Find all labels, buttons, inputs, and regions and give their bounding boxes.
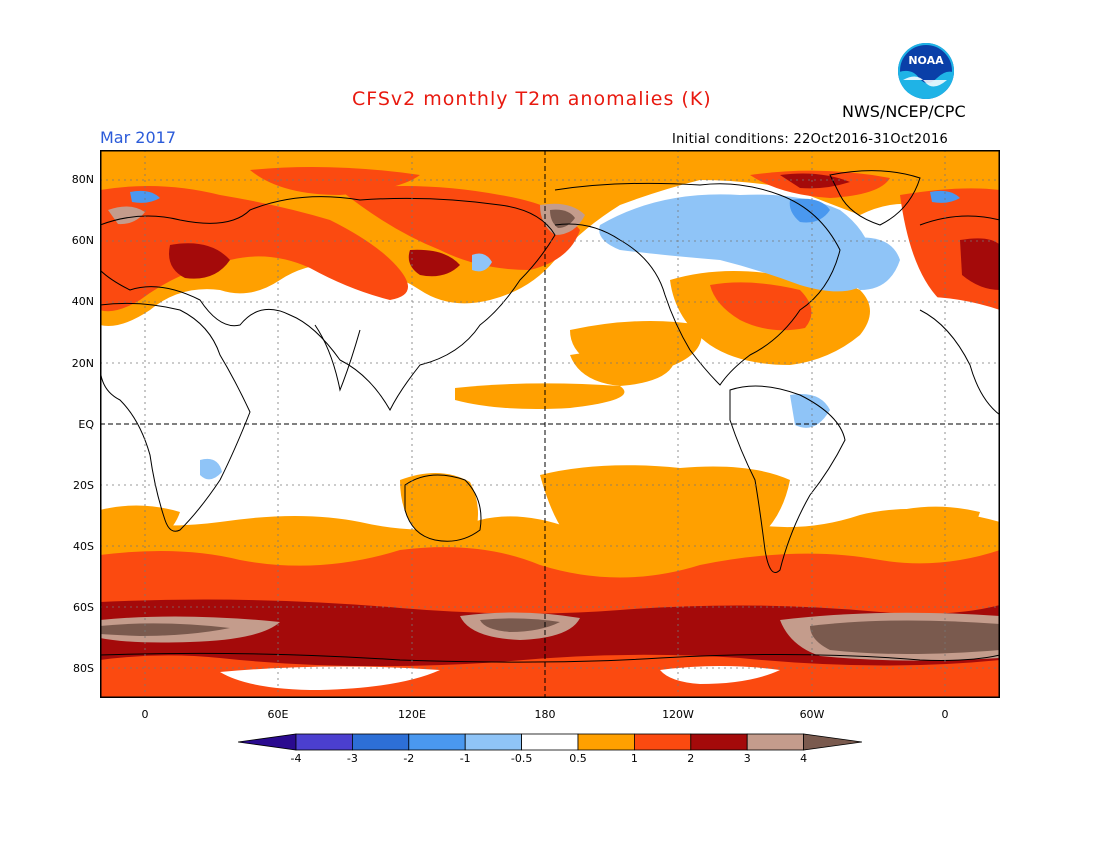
colorbar-tick-label: -2 [403,752,415,765]
coastlines [100,170,1000,663]
colorbar-tick-label: 4 [800,752,808,765]
anomaly-region-white-antarctic [220,666,440,690]
colorbar-swatch [295,733,353,751]
anomaly-region-orange-eqpac [455,383,625,409]
latitude-label: 60S [73,601,94,614]
anomaly-region-red-arctic [250,166,420,195]
anomaly-region-red-siberia [340,186,580,270]
colorbar-tick-label: 3 [743,752,751,765]
colorbar-tick-label: 0.5 [569,752,587,765]
map-frame [100,150,1000,698]
colorbar-tick-label: -3 [346,752,358,765]
forecast-month: Mar 2017 [100,128,176,147]
anomaly-region-orange-satl [880,506,980,550]
reference-lines [100,150,1000,698]
graticule [100,150,1000,698]
anomaly-region-lightblue-npac [472,253,492,272]
colorbar-tick-label: -4 [290,752,302,765]
colorbar-swatch [746,733,805,751]
colorbar-tick-label: -0.5 [510,752,533,765]
anomaly-region-darkred-europe [169,243,230,279]
longitude-label: 0 [941,708,949,721]
longitude-label: 120W [662,708,694,721]
colorbar-swatch [690,733,748,751]
anomaly-region-brown-c [810,620,1000,654]
chart-title: CFSv2 monthly T2m anomalies (K) [352,88,712,110]
anomaly-region-orange-aus [400,472,479,549]
colorbar-tick-label: 1 [630,752,638,765]
latitude-label: 40S [73,540,94,553]
agency-label: NWS/NCEP/CPC [842,102,966,121]
anomaly-region-darkred-europe-r [960,238,1000,290]
colorbar-swatch [521,733,579,751]
colorbar-tick-label: 2 [687,752,695,765]
latitude-label: EQ [78,418,94,431]
colorbar-right-arrow [803,733,862,751]
colorbar-swatch [577,733,635,751]
longitude-label: 60W [799,708,825,721]
initial-conditions: Initial conditions: 22Oct2016-31Oct2016 [672,132,949,147]
longitude-label: 0 [141,708,149,721]
colorbar-swatch [633,733,692,751]
anomaly-region-darkred-greenland [780,173,850,189]
colorbar [238,733,862,751]
longitude-label: 180 [534,708,556,721]
colorbar-swatch [352,733,410,751]
anomaly-region-red-eurasia [100,186,408,312]
latitude-label: 20N [71,357,94,370]
anomaly-region-lightblue-amazon [790,394,830,428]
latitude-label: 60N [71,234,94,247]
latitude-label: 80S [73,662,94,675]
anomaly-region-blue-europe-r [930,190,960,203]
anomaly-region-brown-b [480,618,560,632]
longitude-label: 60E [267,708,289,721]
noaa-logo-text: NOAA [908,54,944,67]
anomaly-map [100,150,1000,698]
noaa-logo: NOAA [898,43,954,99]
latitude-label: 20S [73,479,94,492]
anomaly-region-brown-chukchi [550,209,575,228]
anomaly-region-orange-safrica [100,505,180,548]
anomaly-region-orange-spac [540,465,790,560]
anomaly-region-darkred-siberia [408,249,460,277]
colorbar-swatch [464,733,522,751]
anomaly-region-lightblue-atlantic [840,237,900,290]
colorbar-tick-label: -1 [459,752,471,765]
latitude-label: 80N [71,173,94,186]
anomaly-region-brown-a [100,623,230,636]
anomaly-region-lightblue-africa [200,458,222,480]
anomaly-region-white-antarctic-2 [660,666,780,684]
anomaly-region-red-usa [710,282,812,331]
anomaly-region-blue-europe [130,190,160,203]
latitude-label: 40N [71,295,94,308]
colorbar-left-arrow [238,733,297,751]
colorbar-swatch [408,733,466,751]
anomaly-region-white-asia [280,284,394,384]
longitude-label: 120E [398,708,426,721]
anomaly-region-orange-trop [570,351,675,386]
